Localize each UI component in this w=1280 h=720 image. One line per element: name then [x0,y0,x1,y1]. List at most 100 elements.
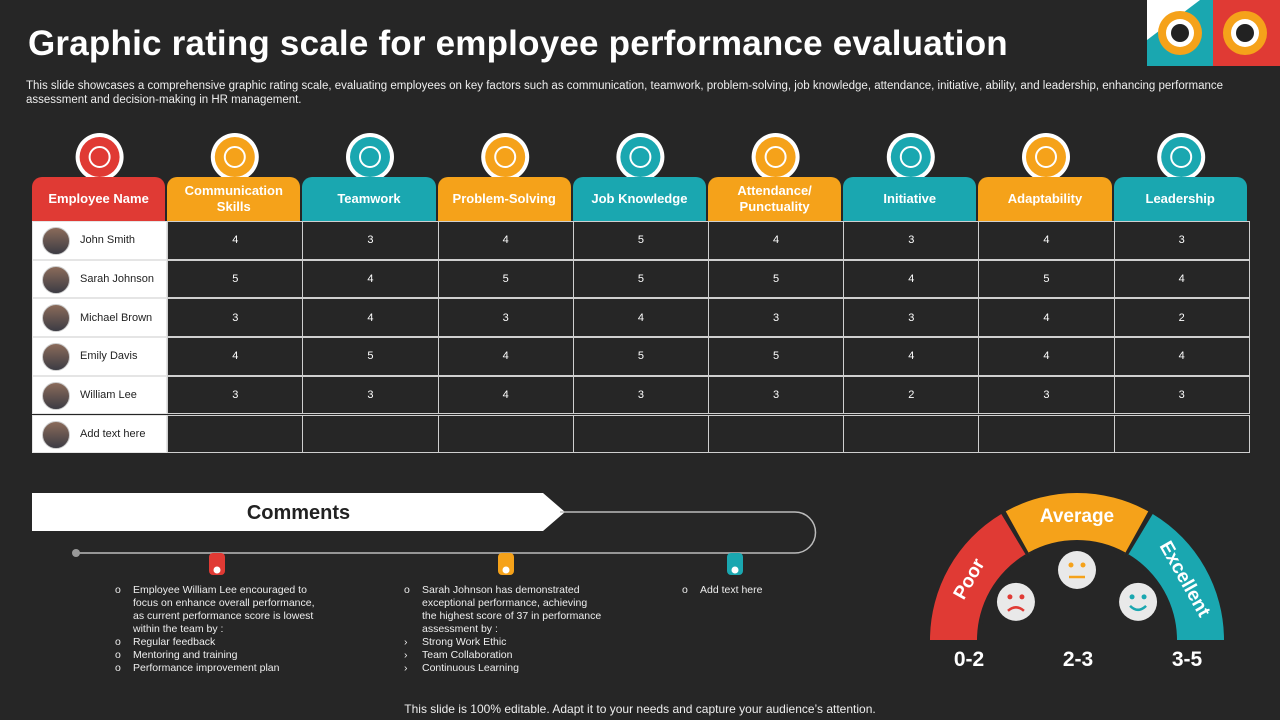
avatar [42,420,70,449]
gauge-ring-gap [1126,554,1177,640]
comments-title: Comments [246,502,351,524]
avatar [42,343,70,372]
comment-point: Continuous Learning [404,662,604,675]
score-cell: 4 [843,259,980,299]
score-cell: 4 [437,337,574,376]
score-cell: 3 [1113,375,1250,415]
score-cell: 4 [978,337,1115,376]
comment: Add text here [682,584,882,597]
comments-banner [32,493,817,575]
score-cell: 4 [167,221,304,260]
score-cell [978,414,1115,454]
score-cell: 3 [1113,221,1250,260]
column-icon [214,137,255,177]
score-cell: 3 [167,375,304,415]
comment-text: Sarah Johnson has demonstrated exception… [404,584,604,636]
score-cell: 4 [302,298,439,338]
title: Graphic rating scale for employee perfor… [28,24,1008,63]
logo [1147,0,1280,66]
column-icon [890,137,931,177]
comment-list: Sarah Johnson has demonstrated exception… [404,584,604,675]
column-icon [620,137,661,177]
footer: This slide is 100% editable. Adapt it to… [404,702,876,716]
score-cell [437,414,574,454]
face-eye [1007,594,1013,600]
score-cell: 5 [437,259,574,299]
score-cell: 3 [167,298,304,338]
avatar [42,227,70,255]
column-header: Teamwork [302,177,436,221]
column-icon [764,146,787,168]
avatar [42,265,70,294]
score-cell: 3 [708,298,845,338]
column-header: Problem-Solving [437,177,571,221]
gauge-range: 0-2 [953,648,985,671]
gauge-label: Average [1040,506,1114,527]
score-cell: 5 [708,337,845,376]
score-cell: 4 [843,337,980,376]
column-header: Job Knowledge [572,177,706,221]
score-cell: 3 [572,375,709,415]
avatar [42,304,70,333]
face-eye [1068,562,1074,568]
score-cell: 4 [437,221,574,260]
comment-text: Add text here [682,584,882,597]
score-cell: 3 [708,375,845,415]
column-header: Initiative [843,177,977,221]
gauge-range: 3-5 [1171,648,1203,671]
column-icon [1035,146,1057,168]
score-cell: 5 [978,259,1115,299]
score-cell: 4 [437,375,574,415]
face [1058,551,1096,589]
score-cell: 3 [302,221,439,260]
column-icon [350,137,390,177]
face-eye [1080,562,1086,568]
column-header: Attendance/ Punctuality [708,177,842,221]
score-cell: 5 [167,259,304,299]
comment-list: Add text here [682,584,882,597]
face-mouth [1129,604,1147,612]
face [996,582,1035,621]
comment: Sarah Johnson has demonstrated exception… [404,584,604,675]
comment-point: Team Collaboration [404,649,604,662]
column-icon [1161,137,1202,177]
gauge-ring-gap [1028,540,1126,557]
column-icon [485,137,526,177]
column-icon [899,146,922,168]
score-cell: 2 [1113,298,1250,338]
comment: Employee William Lee encouraged to focus… [115,584,315,675]
score-cell: 5 [708,259,845,299]
score-cell: 4 [1113,259,1250,299]
score-cell: 5 [302,337,439,376]
score-cell: 4 [572,298,709,338]
gauge-ring-gap [977,554,1028,640]
column-icon [1026,137,1066,177]
face-eye [1019,594,1025,600]
face [1119,582,1158,621]
gauge-ring [930,513,1027,640]
score-cell: 3 [843,298,980,338]
score-cell: 4 [708,221,845,260]
avatar [42,381,70,410]
score-cell [843,414,980,454]
column-icon [1170,146,1193,168]
column-header: Leadership [1113,177,1247,221]
column-icon [359,146,381,168]
score-cell: 3 [302,375,439,415]
column-icon [629,146,652,168]
score-cell [167,414,304,454]
comment-point: Strong Work Ethic [404,636,604,649]
score-cell: 3 [843,221,980,260]
score-cell: 4 [978,298,1115,338]
score-cell: 2 [843,375,980,415]
gauge-ring [1005,493,1149,555]
score-cell [708,414,845,454]
column-icon [494,146,517,168]
score-cell: 3 [437,298,574,338]
score-cell [302,414,439,454]
score-cell: 4 [1113,337,1250,376]
column-header: Adaptability [978,177,1112,221]
comment-text: Employee William Lee encouraged to focus… [115,584,315,636]
